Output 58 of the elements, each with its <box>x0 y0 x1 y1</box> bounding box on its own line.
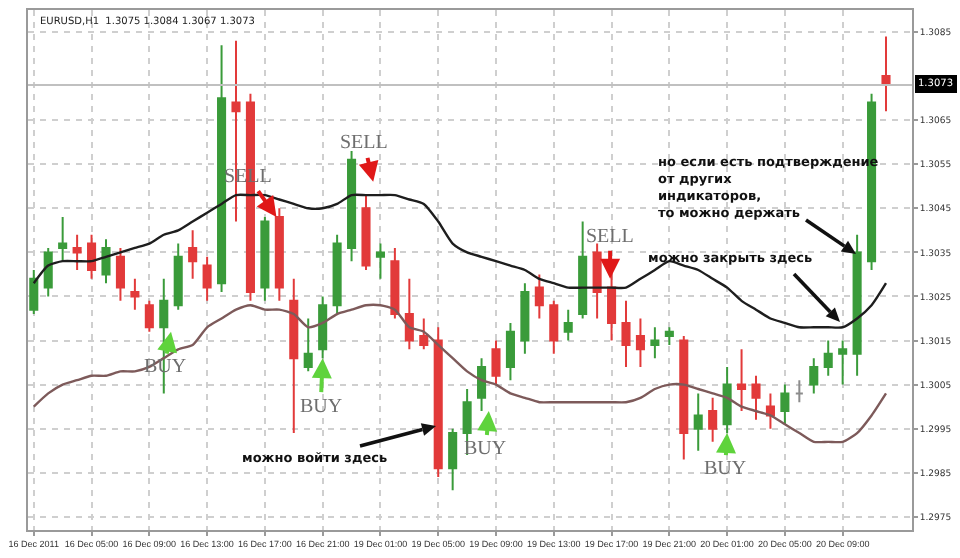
candlestick <box>115 246 125 302</box>
candlestick <box>43 246 53 298</box>
candlestick <box>852 233 862 377</box>
annotation: SELL <box>586 226 634 248</box>
candlestick <box>375 242 385 280</box>
candlestick <box>534 273 544 320</box>
candlestick <box>592 242 602 320</box>
candlestick <box>780 383 790 426</box>
candlestick <box>664 326 674 346</box>
candlestick <box>130 277 140 311</box>
candlestick <box>173 242 183 311</box>
candlestick <box>823 339 833 377</box>
candlestick <box>505 321 515 382</box>
candlestick <box>419 317 429 351</box>
candlestick <box>838 339 848 386</box>
candlestick <box>563 308 573 342</box>
candlestick <box>679 335 689 461</box>
candlestick <box>347 150 357 263</box>
candlestick <box>260 216 270 302</box>
candlestick <box>202 255 212 302</box>
candlestick <box>303 317 313 373</box>
candlestick <box>72 233 82 271</box>
candlestick <box>751 374 761 421</box>
candlestick <box>635 317 645 368</box>
candlestick <box>274 207 284 302</box>
candlestick <box>101 238 111 285</box>
candlestick <box>477 357 487 413</box>
candlestick <box>881 35 891 113</box>
candlestick <box>361 194 371 271</box>
candlestick <box>737 348 747 413</box>
candlestick <box>390 246 400 320</box>
candlestick <box>448 427 458 492</box>
candlestick <box>578 220 588 320</box>
candlestick <box>144 299 154 333</box>
candlestick <box>549 299 559 355</box>
candlestick <box>332 233 342 316</box>
candlestick <box>188 229 198 280</box>
candlestick <box>491 339 501 386</box>
candlestick <box>621 299 631 368</box>
candlestick <box>29 269 39 316</box>
candlestick <box>520 282 530 355</box>
candlestick <box>404 277 414 351</box>
line-series <box>32 193 888 329</box>
candlestick <box>708 396 718 443</box>
candlestick <box>794 379 804 404</box>
candlestick <box>87 233 97 280</box>
candlestick <box>693 392 703 452</box>
candlestick <box>289 277 299 435</box>
line-series <box>32 303 888 444</box>
candlestick <box>217 44 227 294</box>
candlestick <box>650 326 660 360</box>
annotation: BUY <box>704 458 747 480</box>
annotation: BUY <box>300 396 343 418</box>
candlestick <box>809 357 819 395</box>
candlestick <box>433 326 443 479</box>
candlestick <box>765 392 775 430</box>
annotation: SELL <box>340 132 388 154</box>
candlestick <box>58 216 68 263</box>
